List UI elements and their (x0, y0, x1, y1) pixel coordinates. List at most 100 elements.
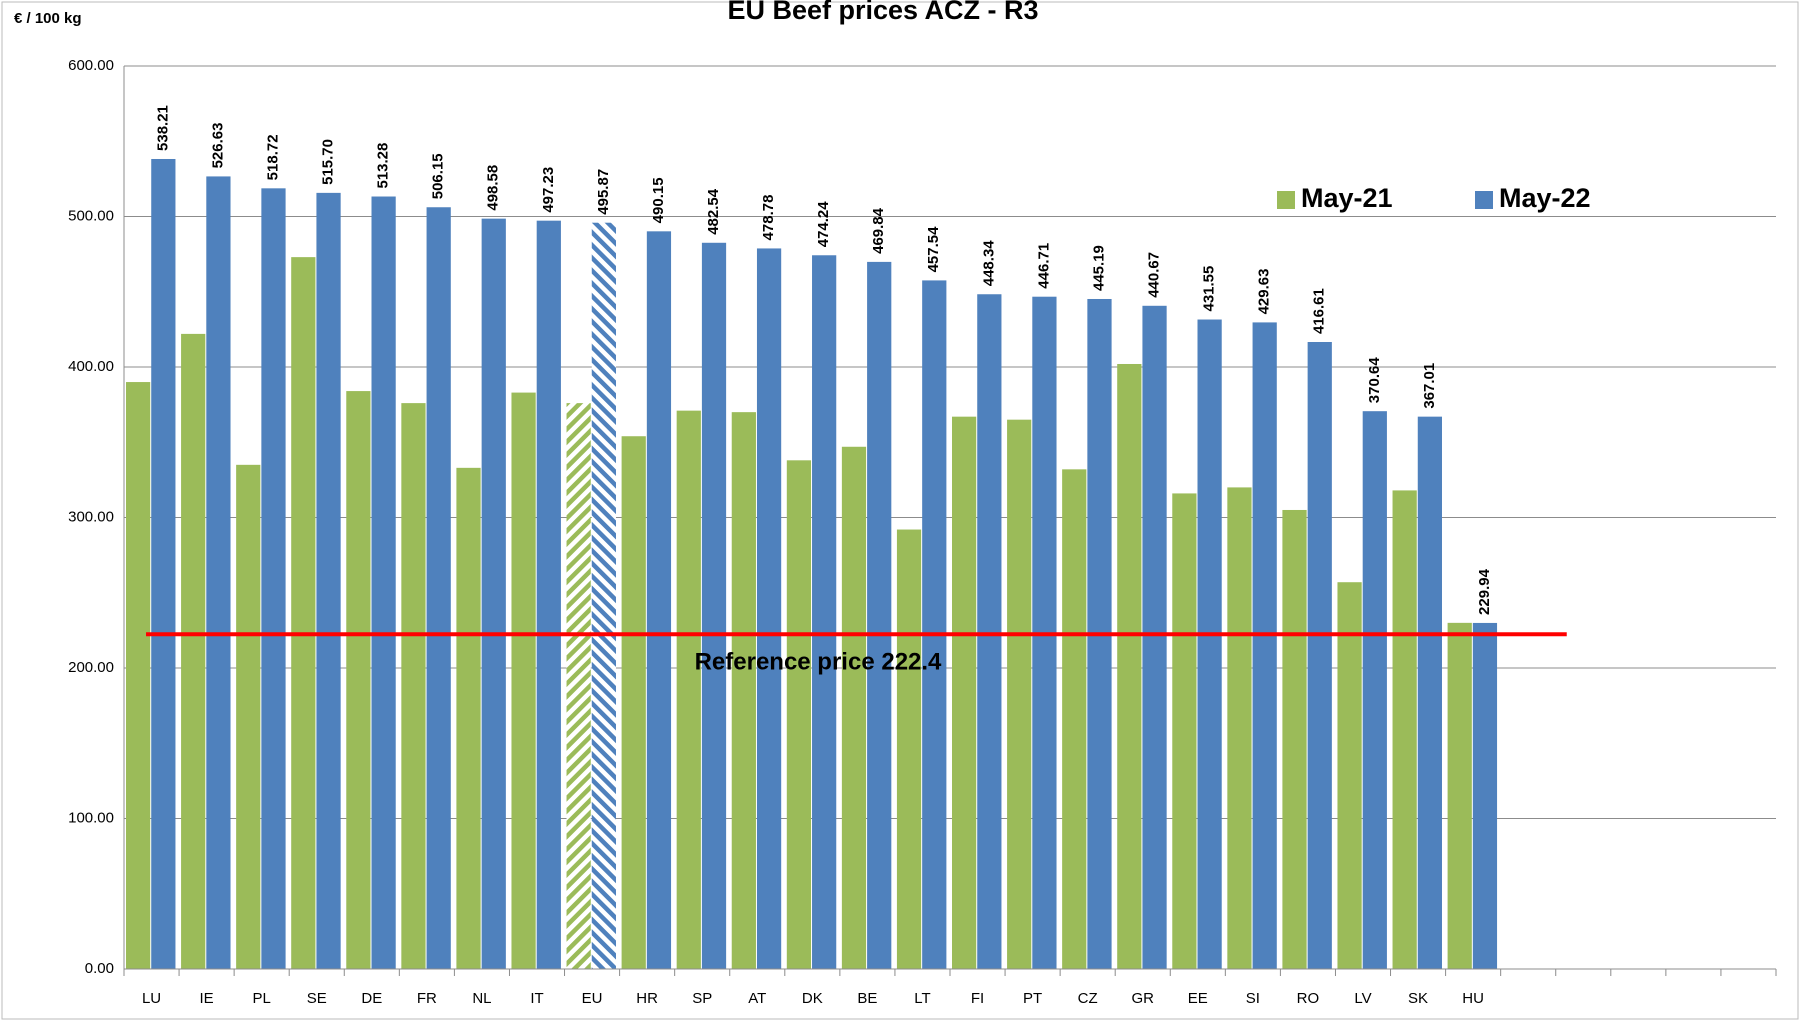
bar (867, 261, 892, 969)
bar (371, 196, 396, 969)
data-label: 518.72 (264, 134, 281, 180)
x-tick-label: DE (361, 990, 382, 1007)
legend-swatch (1475, 191, 1493, 209)
data-label: 506.15 (430, 153, 447, 199)
x-tick-label: NL (472, 990, 491, 1007)
data-label: 448.34 (980, 240, 997, 287)
bar (1282, 509, 1307, 969)
x-tick-label: EU (582, 990, 603, 1007)
bar (181, 333, 206, 969)
bar (1142, 305, 1167, 970)
data-label: 515.70 (320, 139, 337, 185)
bar (536, 220, 561, 970)
chart-title: EU Beef prices ACZ - R3 (727, 0, 1038, 25)
x-tick-label: LV (1354, 990, 1371, 1007)
bar (456, 467, 481, 969)
x-tick-label: IE (200, 990, 214, 1007)
x-tick-label: DK (802, 990, 823, 1007)
bar (1062, 469, 1087, 969)
bar (426, 207, 451, 969)
bar (151, 158, 176, 969)
bar (126, 382, 151, 969)
bar (566, 403, 591, 969)
bar (1447, 622, 1472, 969)
bar (511, 392, 536, 970)
bar (1252, 322, 1277, 969)
bar (346, 391, 371, 970)
bar (291, 257, 316, 969)
bar (1007, 419, 1032, 969)
bar (206, 176, 231, 969)
bar (1227, 487, 1252, 969)
x-tick-label: BE (857, 990, 877, 1007)
bar (1307, 342, 1332, 969)
bar (952, 416, 977, 969)
legend-label: May-21 (1301, 183, 1393, 213)
data-label: 370.64 (1366, 357, 1383, 404)
bar (1117, 363, 1142, 969)
data-label: 490.15 (650, 177, 667, 223)
bar (812, 255, 837, 969)
bar (481, 218, 506, 970)
y-tick-label: 400.00 (68, 358, 114, 375)
data-label: 478.78 (760, 195, 777, 241)
data-label: 429.63 (1256, 269, 1273, 315)
data-label: 498.58 (485, 165, 502, 211)
x-tick-label: IT (530, 990, 543, 1007)
data-label: 513.28 (375, 143, 392, 189)
data-label: 446.71 (1035, 243, 1052, 289)
y-tick-label: 600.00 (68, 57, 114, 74)
bar (1392, 490, 1417, 969)
x-tick-label: HR (636, 990, 658, 1007)
data-label: 229.94 (1476, 568, 1493, 615)
bar (731, 412, 756, 969)
data-label: 474.24 (815, 201, 832, 248)
y-tick-label: 200.00 (68, 659, 114, 676)
data-label: 526.63 (209, 123, 226, 169)
x-tick-label: EE (1188, 990, 1208, 1007)
x-tick-label: RO (1297, 990, 1320, 1007)
bar (1417, 416, 1442, 969)
x-tick-label: SI (1246, 990, 1260, 1007)
bar (401, 403, 426, 969)
data-label: 538.21 (154, 105, 171, 151)
x-tick-label: FR (417, 990, 437, 1007)
data-label: 445.19 (1090, 245, 1107, 291)
x-tick-label: SP (692, 990, 712, 1007)
y-tick-label: 100.00 (68, 809, 114, 826)
bar (316, 192, 341, 969)
bar (646, 231, 672, 970)
data-label: 482.54 (705, 188, 722, 235)
y-tick-label: 300.00 (68, 508, 114, 525)
x-tick-label: CZ (1078, 990, 1098, 1007)
x-tick-label: AT (748, 990, 766, 1007)
bar (1197, 319, 1222, 970)
x-tick-label: FI (971, 990, 984, 1007)
x-tick-label: HU (1462, 990, 1484, 1007)
x-tick-label: PL (252, 990, 270, 1007)
bar (1362, 411, 1387, 970)
bar (591, 222, 616, 970)
data-label: 495.87 (595, 169, 612, 215)
x-tick-label: LT (914, 990, 930, 1007)
bar (236, 464, 261, 969)
data-label: 416.61 (1311, 288, 1328, 334)
bar (922, 280, 947, 969)
bar (1172, 493, 1197, 969)
reference-label: Reference price 222.4 (695, 649, 942, 676)
data-label: 497.23 (540, 167, 557, 213)
legend-label: May-22 (1499, 183, 1591, 213)
bar (261, 188, 286, 969)
bar (701, 242, 727, 970)
data-label: 469.84 (870, 207, 887, 254)
bar (756, 248, 782, 969)
bar (896, 529, 922, 969)
y-axis-label: € / 100 kg (14, 10, 82, 27)
y-tick-label: 500.00 (68, 207, 114, 224)
data-label: 367.01 (1421, 363, 1438, 409)
x-tick-label: GR (1131, 990, 1154, 1007)
x-tick-label: SE (307, 990, 327, 1007)
bar (1337, 582, 1362, 969)
